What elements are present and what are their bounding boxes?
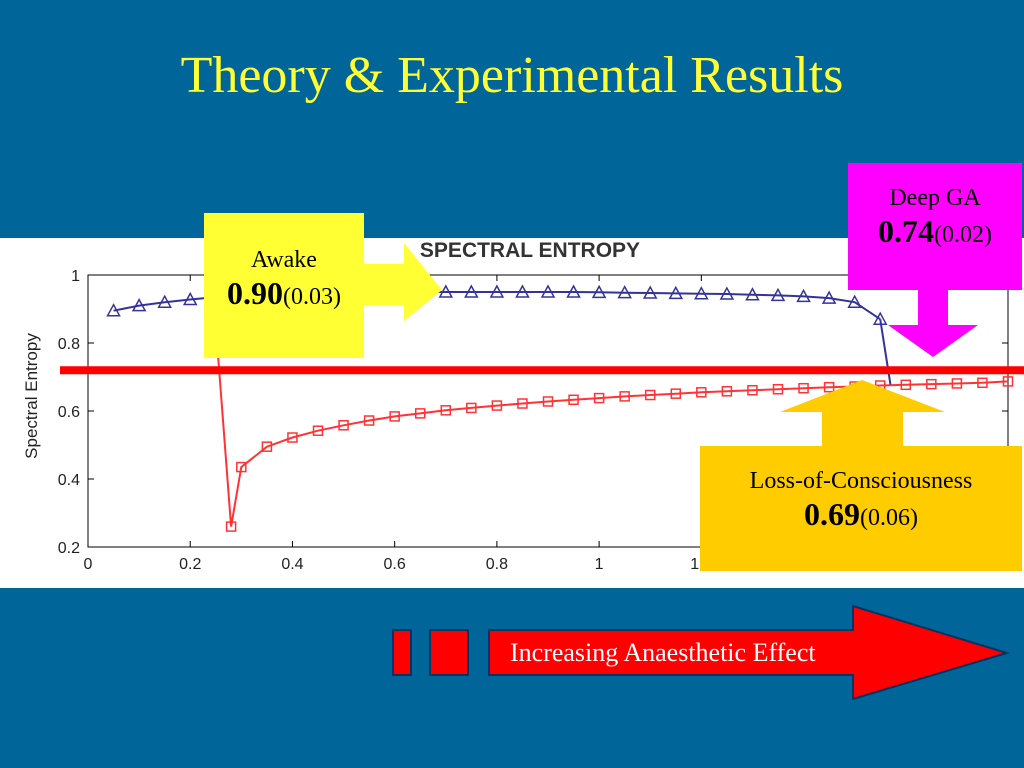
x-tick-label: 0.6 bbox=[384, 556, 406, 573]
data-point-triangle bbox=[847, 294, 862, 308]
data-point-square bbox=[823, 381, 835, 393]
data-point-triangle bbox=[694, 286, 709, 300]
effect-block-2 bbox=[429, 629, 469, 676]
x-tick-label: 0 bbox=[84, 556, 93, 573]
data-point-triangle bbox=[106, 303, 121, 317]
data-point-square bbox=[772, 383, 784, 395]
data-point-square bbox=[926, 378, 937, 390]
data-point-triangle bbox=[821, 290, 837, 304]
data-point-square bbox=[414, 408, 426, 419]
slide-title: Theory & Experimental Results bbox=[180, 47, 844, 104]
data-point-square bbox=[466, 402, 477, 414]
y-tick-label: 1 bbox=[71, 268, 80, 285]
data-point-triangle bbox=[617, 285, 632, 299]
data-point-square bbox=[721, 386, 733, 397]
data-point-triangle bbox=[438, 284, 454, 298]
data-point-triangle bbox=[770, 287, 786, 302]
awake-arrow bbox=[364, 243, 442, 321]
data-point-triangle bbox=[719, 286, 735, 300]
data-point-square bbox=[644, 389, 656, 401]
deep-ga-callout: Deep GA 0.74(0.02) bbox=[848, 163, 1022, 290]
x-tick-label: 0.4 bbox=[281, 556, 303, 573]
y-axis-label: Spectral Entropy bbox=[22, 333, 41, 459]
data-point-square bbox=[619, 391, 630, 402]
data-point-triangle bbox=[489, 284, 505, 298]
data-point-square bbox=[312, 425, 324, 436]
effect-arrow-label: Increasing Anaesthetic Effect bbox=[510, 638, 816, 667]
deep-ga-sd: (0.02) bbox=[934, 221, 992, 248]
data-point-square bbox=[517, 398, 528, 409]
data-point-square bbox=[593, 392, 605, 404]
data-point-triangle bbox=[796, 288, 811, 303]
awake-callout: Awake 0.90(0.03) bbox=[204, 213, 364, 358]
data-point-triangle bbox=[515, 284, 530, 298]
awake-sd: (0.03) bbox=[283, 283, 341, 310]
data-point-triangle bbox=[668, 285, 684, 300]
y-tick-label: 0.2 bbox=[58, 540, 80, 557]
data-point-square bbox=[568, 394, 579, 406]
data-point-square bbox=[542, 396, 554, 407]
data-point-triangle bbox=[642, 285, 658, 299]
data-point-square bbox=[261, 441, 273, 452]
data-point-triangle bbox=[591, 284, 607, 299]
x-tick-label: 0.2 bbox=[179, 556, 201, 573]
data-point-square bbox=[798, 382, 809, 394]
y-tick-label: 0.6 bbox=[58, 404, 80, 421]
data-point-triangle bbox=[157, 294, 172, 308]
data-point-square bbox=[225, 521, 237, 532]
chart-title: SPECTRAL ENTROPY bbox=[420, 239, 640, 262]
data-point-square bbox=[440, 405, 452, 416]
awake-value: 0.90 bbox=[227, 274, 283, 311]
data-point-square bbox=[363, 415, 375, 426]
data-point-square bbox=[338, 420, 349, 431]
x-tick-label: 1 bbox=[595, 556, 604, 573]
loc-sd: (0.06) bbox=[860, 504, 918, 531]
data-point-square bbox=[696, 387, 707, 398]
data-point-square bbox=[389, 411, 400, 422]
data-point-triangle bbox=[464, 284, 479, 298]
x-tick-label: 0.8 bbox=[486, 556, 508, 573]
data-point-triangle bbox=[566, 284, 581, 298]
effect-block-1 bbox=[392, 629, 412, 676]
deep-ga-arrow bbox=[888, 290, 978, 357]
data-point-square bbox=[1002, 376, 1014, 387]
data-point-square bbox=[491, 400, 503, 411]
data-point-triangle bbox=[745, 287, 760, 301]
y-tick-label: 0.8 bbox=[58, 336, 80, 353]
data-point-square bbox=[977, 377, 988, 389]
deep-ga-value: 0.74 bbox=[878, 212, 934, 249]
awake-label: Awake bbox=[251, 247, 317, 273]
data-point-square bbox=[900, 379, 912, 391]
data-point-square bbox=[236, 461, 247, 473]
data-point-triangle bbox=[182, 291, 198, 306]
loc-label: Loss-of-Consciousness bbox=[749, 468, 973, 494]
loc-callout: Loss-of-Consciousness 0.69(0.06) bbox=[700, 446, 1022, 571]
y-tick-label: 0.4 bbox=[58, 472, 80, 489]
loc-value: 0.69 bbox=[804, 495, 860, 532]
effect-arrow bbox=[488, 604, 1011, 701]
data-point-square bbox=[287, 432, 298, 443]
deep-ga-label: Deep GA bbox=[889, 185, 981, 211]
data-point-square bbox=[670, 388, 682, 399]
data-point-square bbox=[747, 385, 758, 396]
loc-arrow bbox=[780, 380, 945, 446]
data-point-triangle bbox=[131, 298, 147, 312]
data-point-triangle bbox=[540, 284, 556, 298]
data-point-square bbox=[951, 378, 963, 389]
